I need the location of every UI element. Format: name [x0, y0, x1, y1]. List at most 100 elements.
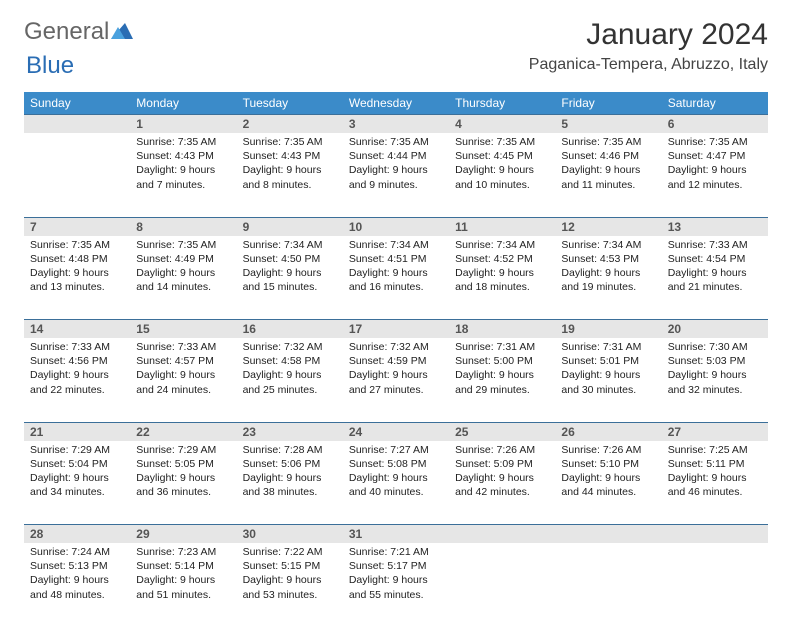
- day-cell: Sunrise: 7:29 AMSunset: 5:04 PMDaylight:…: [24, 441, 130, 525]
- day2-line: and 16 minutes.: [349, 280, 443, 294]
- day1-line: Daylight: 9 hours: [136, 266, 230, 280]
- day2-line: and 14 minutes.: [136, 280, 230, 294]
- day-content: Sunrise: 7:31 AMSunset: 5:01 PMDaylight:…: [555, 338, 661, 403]
- day-cell: Sunrise: 7:33 AMSunset: 4:56 PMDaylight:…: [24, 338, 130, 422]
- day-number-cell: 29: [130, 525, 236, 544]
- sunrise-line: Sunrise: 7:31 AM: [455, 340, 549, 354]
- col-monday: Monday: [130, 92, 236, 115]
- day2-line: and 11 minutes.: [561, 178, 655, 192]
- day1-line: Daylight: 9 hours: [561, 266, 655, 280]
- day-content: Sunrise: 7:32 AMSunset: 4:59 PMDaylight:…: [343, 338, 449, 403]
- day-header-row: Sunday Monday Tuesday Wednesday Thursday…: [24, 92, 768, 115]
- day1-line: Daylight: 9 hours: [30, 471, 124, 485]
- day1-line: Daylight: 9 hours: [136, 573, 230, 587]
- day2-line: and 42 minutes.: [455, 485, 549, 499]
- day-number-cell: 24: [343, 422, 449, 441]
- day-content: Sunrise: 7:34 AMSunset: 4:50 PMDaylight:…: [237, 236, 343, 301]
- day1-line: Daylight: 9 hours: [30, 266, 124, 280]
- day-content: Sunrise: 7:33 AMSunset: 4:56 PMDaylight:…: [24, 338, 130, 403]
- day-content: Sunrise: 7:35 AMSunset: 4:44 PMDaylight:…: [343, 133, 449, 198]
- day-number: 20: [662, 320, 768, 338]
- day-number-cell: 18: [449, 320, 555, 339]
- day2-line: and 24 minutes.: [136, 383, 230, 397]
- day1-line: Daylight: 9 hours: [243, 573, 337, 587]
- location-subtitle: Paganica-Tempera, Abruzzo, Italy: [529, 56, 768, 74]
- day-content: Sunrise: 7:35 AMSunset: 4:47 PMDaylight:…: [662, 133, 768, 198]
- day-number: 23: [237, 423, 343, 441]
- day-number: 14: [24, 320, 130, 338]
- day2-line: and 7 minutes.: [136, 178, 230, 192]
- day-number-cell: 22: [130, 422, 236, 441]
- day-cell: Sunrise: 7:32 AMSunset: 4:58 PMDaylight:…: [237, 338, 343, 422]
- sunset-line: Sunset: 4:43 PM: [243, 149, 337, 163]
- day-content: Sunrise: 7:26 AMSunset: 5:10 PMDaylight:…: [555, 441, 661, 506]
- sunset-line: Sunset: 5:15 PM: [243, 559, 337, 573]
- day1-line: Daylight: 9 hours: [455, 266, 549, 280]
- week-number-row: 21222324252627: [24, 422, 768, 441]
- day1-line: Daylight: 9 hours: [349, 266, 443, 280]
- sunrise-line: Sunrise: 7:27 AM: [349, 443, 443, 457]
- sunset-line: Sunset: 4:47 PM: [668, 149, 762, 163]
- day-number: 1: [130, 115, 236, 133]
- day-number: 17: [343, 320, 449, 338]
- month-title: January 2024: [529, 18, 768, 52]
- day-number: 12: [555, 218, 661, 236]
- sunrise-line: Sunrise: 7:24 AM: [30, 545, 124, 559]
- day-content: Sunrise: 7:21 AMSunset: 5:17 PMDaylight:…: [343, 543, 449, 608]
- day2-line: and 10 minutes.: [455, 178, 549, 192]
- day-cell: Sunrise: 7:31 AMSunset: 5:01 PMDaylight:…: [555, 338, 661, 422]
- sunset-line: Sunset: 5:00 PM: [455, 354, 549, 368]
- logo-triangle-icon: [111, 18, 133, 46]
- day1-line: Daylight: 9 hours: [668, 368, 762, 382]
- day-number-cell: 28: [24, 525, 130, 544]
- day-cell: Sunrise: 7:23 AMSunset: 5:14 PMDaylight:…: [130, 543, 236, 627]
- sunrise-line: Sunrise: 7:35 AM: [668, 135, 762, 149]
- sunrise-line: Sunrise: 7:22 AM: [243, 545, 337, 559]
- day-number: 29: [130, 525, 236, 543]
- day-number-cell: 19: [555, 320, 661, 339]
- sunset-line: Sunset: 5:03 PM: [668, 354, 762, 368]
- day-content: Sunrise: 7:33 AMSunset: 4:54 PMDaylight:…: [662, 236, 768, 301]
- day1-line: Daylight: 9 hours: [243, 163, 337, 177]
- day-content: Sunrise: 7:30 AMSunset: 5:03 PMDaylight:…: [662, 338, 768, 403]
- sunset-line: Sunset: 5:11 PM: [668, 457, 762, 471]
- day-number-cell: 14: [24, 320, 130, 339]
- day-number: 24: [343, 423, 449, 441]
- day-cell: [24, 133, 130, 217]
- sunrise-line: Sunrise: 7:29 AM: [136, 443, 230, 457]
- sunset-line: Sunset: 4:53 PM: [561, 252, 655, 266]
- sunset-line: Sunset: 4:44 PM: [349, 149, 443, 163]
- sunrise-line: Sunrise: 7:34 AM: [455, 238, 549, 252]
- day-cell: [555, 543, 661, 627]
- day-number: 3: [343, 115, 449, 133]
- week-number-row: 14151617181920: [24, 320, 768, 339]
- day-content: Sunrise: 7:29 AMSunset: 5:04 PMDaylight:…: [24, 441, 130, 506]
- sunrise-line: Sunrise: 7:35 AM: [136, 238, 230, 252]
- day-number: 18: [449, 320, 555, 338]
- day-number: 5: [555, 115, 661, 133]
- sunset-line: Sunset: 5:14 PM: [136, 559, 230, 573]
- day-number: 27: [662, 423, 768, 441]
- sunrise-line: Sunrise: 7:32 AM: [243, 340, 337, 354]
- day1-line: Daylight: 9 hours: [668, 266, 762, 280]
- day-number-cell: 15: [130, 320, 236, 339]
- day-number-cell: 21: [24, 422, 130, 441]
- sunrise-line: Sunrise: 7:34 AM: [349, 238, 443, 252]
- day-number: 26: [555, 423, 661, 441]
- day1-line: Daylight: 9 hours: [561, 471, 655, 485]
- day-number-cell: [24, 115, 130, 134]
- day1-line: Daylight: 9 hours: [349, 573, 443, 587]
- day1-line: Daylight: 9 hours: [136, 368, 230, 382]
- day-number-cell: 20: [662, 320, 768, 339]
- day-content: Sunrise: 7:32 AMSunset: 4:58 PMDaylight:…: [237, 338, 343, 403]
- week-content-row: Sunrise: 7:35 AMSunset: 4:48 PMDaylight:…: [24, 236, 768, 320]
- day-number-cell: 25: [449, 422, 555, 441]
- day2-line: and 8 minutes.: [243, 178, 337, 192]
- day1-line: Daylight: 9 hours: [349, 368, 443, 382]
- sunrise-line: Sunrise: 7:25 AM: [668, 443, 762, 457]
- sunrise-line: Sunrise: 7:26 AM: [455, 443, 549, 457]
- day-cell: Sunrise: 7:35 AMSunset: 4:49 PMDaylight:…: [130, 236, 236, 320]
- sunset-line: Sunset: 4:52 PM: [455, 252, 549, 266]
- sunset-line: Sunset: 4:56 PM: [30, 354, 124, 368]
- day-number-cell: 7: [24, 217, 130, 236]
